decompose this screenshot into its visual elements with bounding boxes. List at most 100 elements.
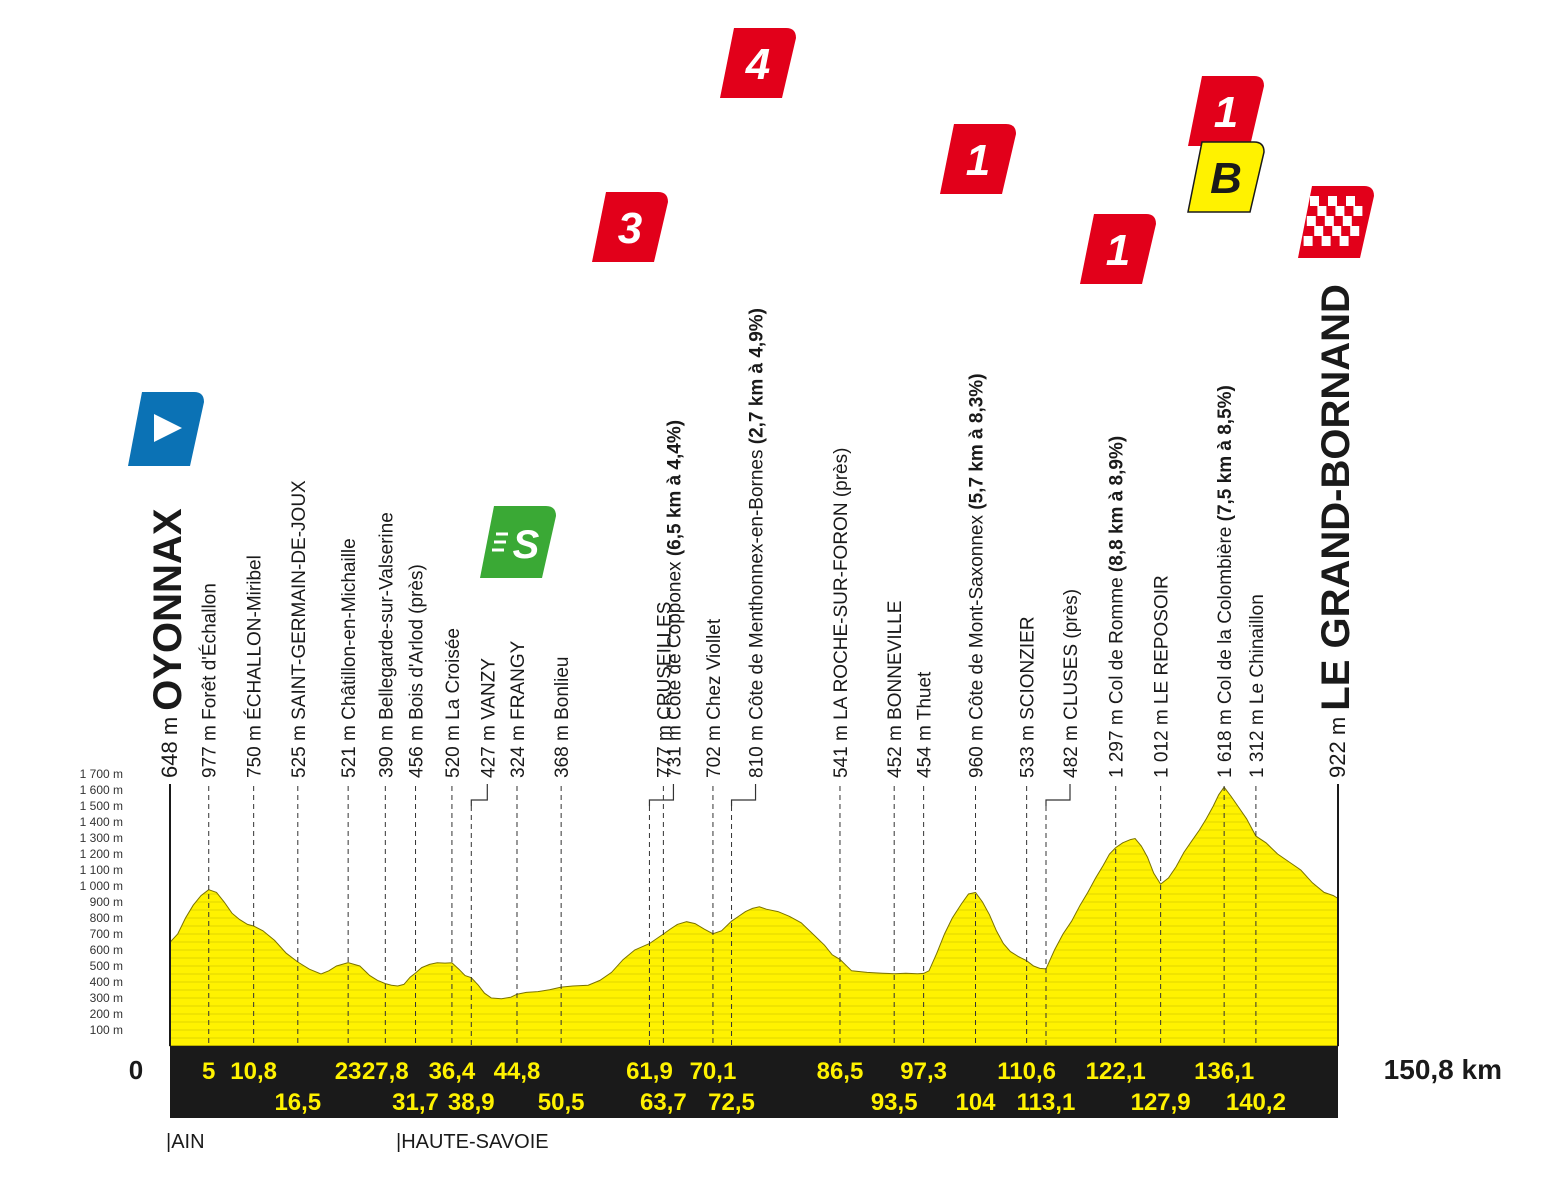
waypoint-altitude: 648 m bbox=[157, 711, 182, 778]
badge-shape bbox=[940, 124, 1016, 194]
waypoint-label: 390 m Bellegarde-sur-Valserine bbox=[376, 512, 397, 778]
waypoint-altitude: 777 m bbox=[654, 720, 675, 778]
climb-details: (7,5 km à 8,5%) bbox=[1215, 385, 1236, 527]
checker-cell bbox=[1321, 236, 1331, 246]
waypoint-name: CRUSEILLES bbox=[654, 602, 675, 720]
waypoint-altitude: 810 m bbox=[747, 720, 768, 778]
checker-cell bbox=[1339, 236, 1349, 246]
climb-category-badge: 1 bbox=[940, 124, 1016, 194]
checker-cell bbox=[1314, 226, 1324, 236]
climb-category-badge: 1 bbox=[1080, 214, 1156, 284]
waypoint-label: 977 m Forêt d'Échallon bbox=[200, 583, 221, 778]
waypoint-leader bbox=[730, 784, 757, 806]
climb-details: (6,5 km à 4,4%) bbox=[664, 420, 685, 562]
y-tick-label: 1 400 m bbox=[80, 815, 123, 829]
waypoint-altitude: 454 m bbox=[915, 720, 936, 778]
distance-band-bg bbox=[170, 1046, 1338, 1118]
waypoint-altitude: 702 m bbox=[704, 720, 725, 778]
climb-details: (2,7 km à 4,9%) bbox=[747, 308, 768, 450]
waypoint-leader bbox=[1045, 784, 1071, 806]
waypoint-name: Côte de Mont-Saxonnex bbox=[967, 515, 988, 720]
km-label: 97,3 bbox=[900, 1058, 947, 1085]
waypoint-label: 541 m LA ROCHE-SUR-FORON (près) bbox=[831, 448, 852, 778]
badge-shape bbox=[592, 192, 668, 262]
waypoint-label: 702 m Chez Viollet bbox=[704, 618, 725, 778]
waypoint-altitude: 1 297 m bbox=[1107, 704, 1128, 778]
waypoint-altitude: 541 m bbox=[831, 720, 852, 778]
waypoint-label: 368 m Bonlieu bbox=[552, 657, 573, 778]
km-label: 38,9 bbox=[448, 1089, 495, 1116]
waypoint-name: La Croisée bbox=[443, 628, 464, 720]
waypoint-label: 324 m FRANGY bbox=[508, 640, 529, 778]
km-label: 27,8 bbox=[362, 1058, 409, 1085]
waypoint-label: 482 m CLUSES (près) bbox=[1061, 589, 1082, 778]
waypoint-altitude: 977 m bbox=[200, 720, 221, 778]
waypoint-leader bbox=[648, 784, 675, 806]
y-axis: 100 m 200 m 300 m 400 m 500 m 600 m 700 m 800 m… bbox=[80, 767, 123, 1037]
waypoint-altitude: 324 m bbox=[508, 720, 529, 778]
km-label: 36,4 bbox=[429, 1058, 476, 1085]
checker-cell bbox=[1353, 206, 1363, 216]
km-label: 113,1 bbox=[1017, 1089, 1076, 1116]
waypoint-altitude: 960 m bbox=[967, 720, 988, 778]
badge-label: S bbox=[513, 523, 540, 567]
waypoint-label: 533 m SCIONZIER bbox=[1018, 616, 1039, 778]
badge-shape bbox=[720, 28, 796, 98]
waypoint-name: FRANGY bbox=[508, 640, 529, 720]
bonus-sprint-badge: B bbox=[1187, 141, 1265, 213]
y-tick-label: 1 600 m bbox=[80, 783, 123, 797]
waypoint-label: 454 m Thuet bbox=[915, 671, 936, 778]
km-label: 72,5 bbox=[708, 1089, 755, 1116]
waypoint-altitude: 1 312 m bbox=[1247, 704, 1268, 778]
climb-category-badge: 1 bbox=[1188, 76, 1264, 146]
play-icon bbox=[154, 414, 182, 442]
waypoint-name: LA ROCHE-SUR-FORON (près) bbox=[831, 448, 852, 720]
waypoint-label: 456 m Bois d'Arlod (près) bbox=[407, 564, 428, 778]
y-tick-label: 1 100 m bbox=[80, 863, 123, 877]
y-tick-label: 700 m bbox=[90, 927, 123, 941]
checker-cell bbox=[1342, 216, 1352, 226]
waypoint-label: 750 m ÉCHALLON-Miribel bbox=[245, 555, 266, 778]
waypoint-label: 922 m LE GRAND-BORNAND bbox=[1314, 284, 1358, 778]
waypoint-guides bbox=[208, 784, 1257, 1046]
waypoint-name: Côte de Menthonnex-en-Bornes bbox=[747, 450, 768, 720]
y-tick-label: 900 m bbox=[90, 895, 123, 909]
climb-category-badge: 4 bbox=[720, 28, 796, 98]
badge-label: 1 bbox=[1214, 88, 1238, 137]
waypoint-labels: 648 m OYONNAX 977 m Forêt d'Échallon 750 m… bbox=[146, 284, 1358, 778]
waypoint-altitude: 750 m bbox=[245, 720, 266, 778]
badge-shape bbox=[1187, 141, 1265, 213]
region-label: |HAUTE-SAVOIE bbox=[396, 1131, 549, 1153]
checker-cell bbox=[1317, 206, 1327, 216]
km-label: 122,1 bbox=[1086, 1058, 1146, 1085]
elevation-fill bbox=[170, 787, 1338, 1046]
waypoint-name: VANZY bbox=[478, 658, 499, 720]
km-label: 70,1 bbox=[690, 1058, 737, 1085]
waypoint-altitude: 452 m bbox=[885, 720, 906, 778]
checker-cell bbox=[1324, 216, 1334, 226]
checker-cell bbox=[1346, 196, 1355, 206]
y-tick-label: 500 m bbox=[90, 959, 123, 973]
km-label: 16,5 bbox=[274, 1089, 321, 1116]
waypoint-label: 520 m La Croisée bbox=[443, 628, 464, 778]
badge-label: 1 bbox=[966, 136, 990, 185]
waypoint-altitude: 390 m bbox=[376, 720, 397, 778]
badge-label: 4 bbox=[745, 40, 770, 89]
waypoint-name: LE REPOSOIR bbox=[1152, 575, 1173, 704]
waypoint-altitude: 456 m bbox=[407, 720, 428, 778]
y-tick-label: 1 300 m bbox=[80, 831, 123, 845]
checker-cell bbox=[1332, 226, 1342, 236]
waypoint-name: Le Chinaillon bbox=[1247, 594, 1268, 704]
y-tick-label: 1 500 m bbox=[80, 799, 123, 813]
y-tick-label: 1 700 m bbox=[80, 767, 123, 781]
waypoint-name: Bonlieu bbox=[552, 657, 573, 720]
y-tick-label: 400 m bbox=[90, 975, 123, 989]
waypoint-name: Côte de Copponex bbox=[664, 561, 685, 720]
waypoint-name: Châtillon-en-Michaille bbox=[339, 538, 360, 720]
badge-label: B bbox=[1210, 154, 1242, 203]
waypoint-altitude: 533 m bbox=[1018, 720, 1039, 778]
checkered-icon bbox=[1303, 196, 1363, 246]
waypoint-altitude: 520 m bbox=[443, 720, 464, 778]
waypoint-altitude: 922 m bbox=[1325, 711, 1350, 778]
waypoint-altitude: 525 m bbox=[289, 720, 310, 778]
